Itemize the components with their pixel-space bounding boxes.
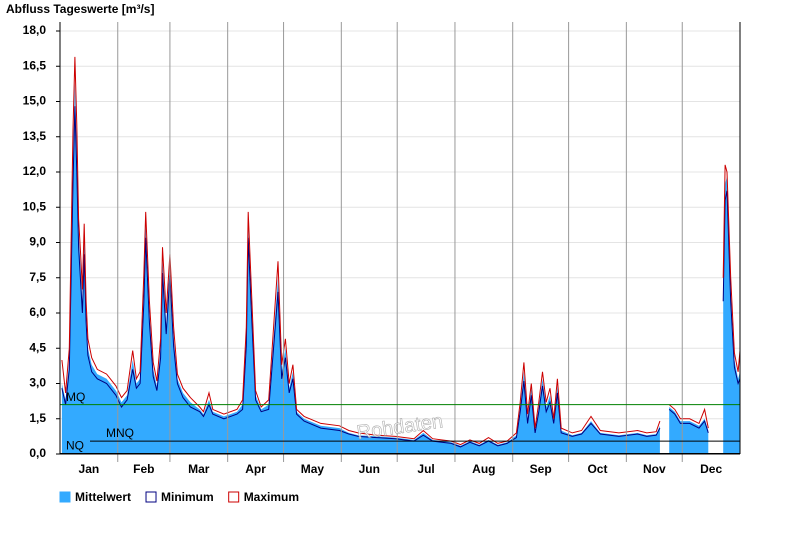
y-tick-label: 1,5 xyxy=(29,411,46,425)
y-tick-label: 9,0 xyxy=(29,235,46,249)
x-tick-label: Nov xyxy=(643,462,666,476)
chart-title: Abfluss Tageswerte [m³/s] xyxy=(6,2,154,16)
x-tick-label: Dec xyxy=(700,462,722,476)
y-tick-label: 18,0 xyxy=(23,23,47,37)
y-tick-label: 12,0 xyxy=(23,164,47,178)
area xyxy=(61,82,660,454)
y-tick-label: 4,5 xyxy=(29,340,46,354)
x-tick-label: Aug xyxy=(472,462,495,476)
legend-label: Maximum xyxy=(244,490,299,504)
legend-swatch xyxy=(145,491,157,503)
legend-swatch xyxy=(228,491,240,503)
area xyxy=(669,407,709,454)
legend-swatch xyxy=(59,491,71,503)
line xyxy=(668,404,709,429)
y-tick-label: 10,5 xyxy=(23,199,47,213)
x-tick-label: May xyxy=(301,462,325,476)
x-tick-label: Feb xyxy=(133,462,154,476)
x-tick-label: Sep xyxy=(530,462,552,476)
reference-label: MQ xyxy=(66,390,85,404)
x-tick-label: Mar xyxy=(188,462,210,476)
reference-label: NQ xyxy=(66,439,84,453)
line xyxy=(61,56,661,446)
line xyxy=(61,106,661,448)
x-tick-label: Jun xyxy=(359,462,380,476)
y-tick-label: 13,5 xyxy=(23,129,47,143)
x-tick-label: Jul xyxy=(417,462,434,476)
y-tick-label: 16,5 xyxy=(23,58,47,72)
legend-label: Mittelwert xyxy=(75,490,131,504)
y-tick-label: 6,0 xyxy=(29,305,46,319)
y-tick-label: 7,5 xyxy=(29,270,46,284)
y-tick-label: 0,0 xyxy=(29,446,46,460)
line xyxy=(668,409,709,434)
y-tick-label: 15,0 xyxy=(23,94,47,108)
line xyxy=(722,164,741,372)
x-tick-label: Apr xyxy=(245,462,266,476)
x-tick-label: Jan xyxy=(79,462,100,476)
reference-label: MNQ xyxy=(106,426,134,440)
x-tick-label: Oct xyxy=(587,462,607,476)
y-tick-label: 3,0 xyxy=(29,376,46,390)
line xyxy=(722,190,741,386)
legend-label: Minimum xyxy=(161,490,214,504)
